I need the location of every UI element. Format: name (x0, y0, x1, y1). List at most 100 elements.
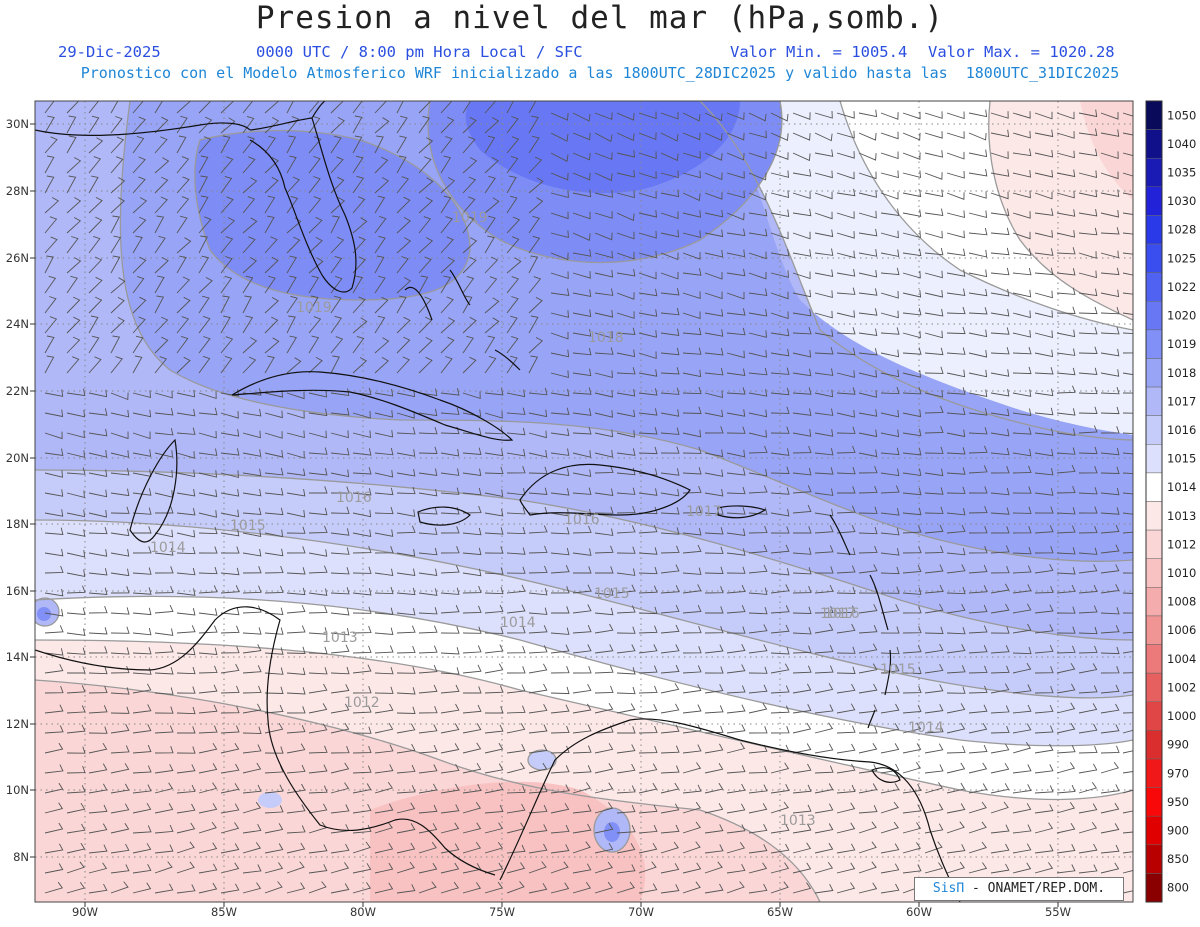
band-1016 (35, 470, 1133, 698)
wind-barb (462, 196, 476, 214)
wind-barb (286, 825, 306, 834)
wind-barb (308, 136, 322, 154)
wind-barb (660, 863, 680, 874)
wind-barb (177, 726, 196, 734)
wind-barb (44, 565, 64, 574)
wind-barb (110, 647, 130, 655)
wind-barb (198, 216, 212, 234)
wind-barb (506, 335, 519, 354)
page-title: Presion a nivel del mar (hPa,somb.) (255, 0, 945, 36)
wind-barb (264, 529, 284, 538)
wind-barb (198, 391, 217, 400)
wind-barb (704, 152, 723, 161)
wind-barb (748, 151, 767, 160)
wind-barb (748, 309, 768, 317)
wind-barb (88, 783, 108, 794)
wind-barb (66, 509, 86, 518)
florida-coast (249, 117, 357, 293)
wind-barb (308, 468, 328, 476)
wind-barb (990, 762, 1010, 774)
wind-barb (792, 387, 812, 395)
wind-barb (220, 315, 231, 334)
wind-barb (902, 761, 922, 774)
wind-barb (1078, 270, 1097, 279)
wind-barb (880, 327, 900, 335)
wind-barb (704, 132, 723, 141)
wind-barb (924, 389, 944, 398)
wind-barb (440, 605, 460, 614)
wind-barb (902, 248, 922, 257)
wind-barb (946, 407, 966, 416)
wind-barb (220, 236, 234, 254)
wind-barb (1078, 487, 1098, 495)
wind-barb (968, 862, 988, 874)
wind-barb (902, 209, 922, 217)
wind-barb (660, 683, 680, 694)
wind-barb (924, 663, 944, 674)
wind-barb (286, 430, 305, 439)
wind-barb (330, 176, 345, 194)
wind-barb (1122, 771, 1133, 774)
wind-barb (352, 196, 366, 214)
wind-barb (176, 176, 190, 194)
wind-barb (154, 427, 174, 436)
wind-barb (924, 643, 944, 654)
wind-barb (704, 861, 723, 874)
wind-barb (286, 567, 306, 575)
isobar-contours (35, 101, 1133, 902)
wind-barb (1100, 703, 1120, 714)
wind-barb (462, 882, 482, 894)
wind-barb (528, 487, 548, 496)
wind-barb (968, 526, 988, 534)
wind-barb (1122, 870, 1133, 874)
wind-barb (88, 666, 108, 675)
lon-label: 70W (628, 905, 654, 919)
lon-label: 85W (211, 905, 237, 919)
wind-barb (616, 626, 636, 634)
wind-barb (704, 112, 723, 122)
wind-barb (308, 257, 324, 274)
wind-barb (374, 156, 389, 174)
wind-barb (682, 665, 702, 674)
wind-barb (726, 724, 746, 734)
wind-barb (594, 250, 613, 259)
wind-barb (1034, 704, 1054, 714)
wind-barb (638, 644, 658, 654)
wind-barb (616, 667, 636, 675)
wind-barb (682, 347, 702, 355)
wind-barb (506, 427, 526, 436)
wind-barb (154, 157, 170, 174)
wind-barb (550, 288, 570, 297)
wind-barb (770, 426, 790, 434)
wind-barb (1100, 171, 1119, 180)
wind-barb (858, 783, 878, 794)
wind-barb (792, 722, 812, 734)
wind-barb (968, 585, 988, 594)
wind-barb (726, 212, 745, 221)
wind-barb (660, 468, 680, 476)
wind-barb (484, 546, 504, 554)
wind-barb (374, 686, 394, 694)
wind-barb (770, 231, 789, 240)
wind-barb (704, 192, 723, 200)
wind-barb (770, 705, 790, 714)
wind-barb (704, 803, 724, 814)
wind-barb (264, 862, 284, 874)
wind-barb (264, 805, 284, 814)
wind-barb (352, 645, 372, 654)
wind-barb (682, 625, 702, 634)
wind-barb (682, 406, 702, 414)
isobar-1019b (427, 101, 783, 264)
wind-barb (902, 685, 922, 694)
wind-barb (176, 784, 196, 794)
wind-barb (242, 627, 262, 635)
wind-barb (154, 566, 174, 574)
colorbar-swatch (1145, 272, 1163, 302)
wind-barb (792, 504, 812, 514)
wind-barb (330, 762, 350, 774)
wind-barb (308, 216, 323, 234)
wind-barb (44, 527, 64, 536)
wind-barb (924, 841, 943, 854)
wind-barb (110, 197, 125, 214)
